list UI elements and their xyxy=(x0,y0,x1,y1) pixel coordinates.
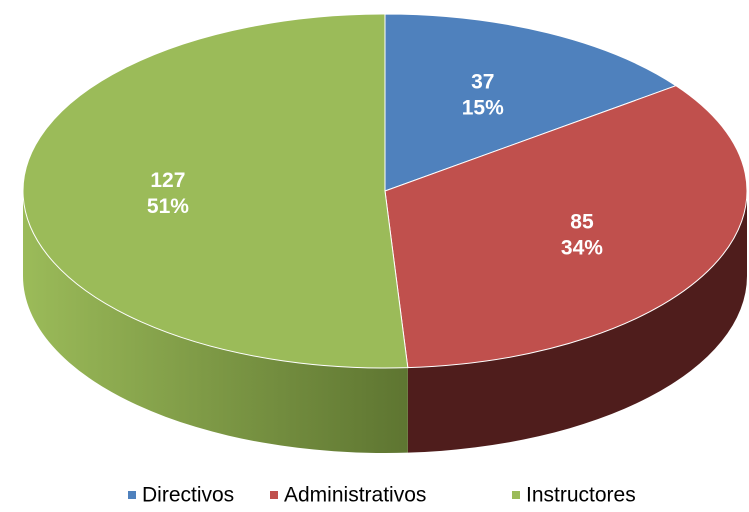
pie-slice xyxy=(22,13,409,369)
pie-slice xyxy=(384,85,748,369)
legend-marker xyxy=(128,491,136,499)
data-label: 127 xyxy=(150,169,185,192)
percentage-label: 15% xyxy=(462,97,504,120)
percentage-label: 51% xyxy=(147,195,189,218)
legend-marker xyxy=(512,491,520,499)
legend-marker xyxy=(270,491,278,499)
legend-label: Administrativos xyxy=(284,484,426,507)
pie-side xyxy=(407,191,747,453)
data-label: 37 xyxy=(471,71,494,94)
pie-side xyxy=(23,191,408,454)
legend-label: Instructores xyxy=(526,484,636,507)
legend-label: Directivos xyxy=(142,484,234,507)
data-label: 85 xyxy=(570,210,594,233)
pie-slice xyxy=(384,13,678,192)
percentage-label: 34% xyxy=(561,236,603,259)
